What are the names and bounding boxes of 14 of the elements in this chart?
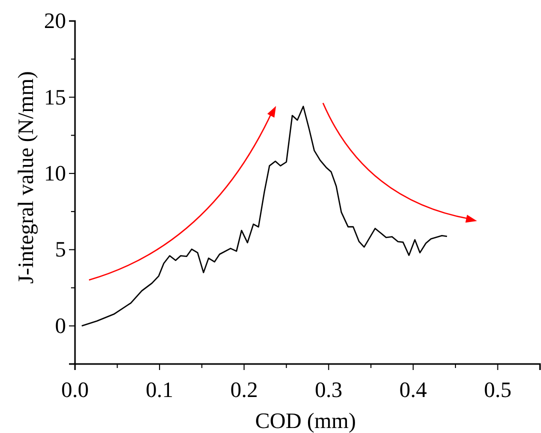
x-tick-label: 0.5: [484, 377, 512, 402]
y-axis-title: J-integral value (N/mm): [13, 71, 38, 284]
x-axis-title: COD (mm): [255, 408, 356, 433]
y-tick-label: 15: [44, 84, 66, 110]
y-tick-label: 20: [44, 8, 66, 34]
y-tick-label: 5: [55, 236, 66, 262]
x-tick-label: 0.2: [230, 377, 258, 402]
x-tick-label: 0.0: [61, 377, 89, 402]
x-tick-label: 0.4: [399, 377, 427, 402]
x-tick-label: 0.1: [146, 377, 174, 402]
y-tick-label: 0: [55, 312, 66, 338]
line-series: [81, 106, 448, 327]
y-tick-label: 10: [44, 160, 66, 186]
x-tick-label: 0.3: [314, 377, 342, 402]
